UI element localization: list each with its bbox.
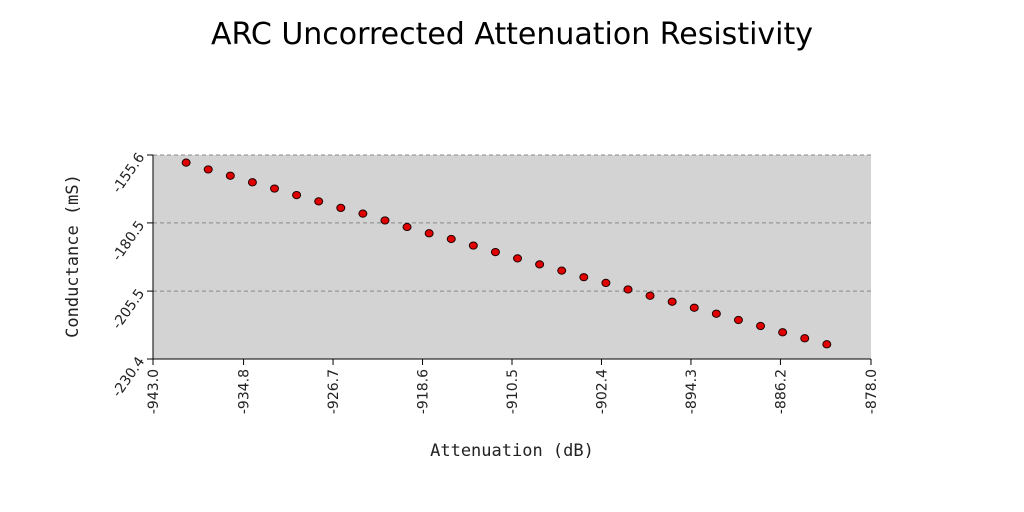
- data-point: [314, 197, 324, 206]
- data-point: [270, 184, 280, 193]
- data-point: [181, 158, 191, 167]
- data-point: [645, 291, 655, 300]
- x-tick-label: -918.6: [416, 369, 432, 414]
- data-point: [513, 254, 523, 263]
- x-tick-label: -886.2: [773, 369, 789, 414]
- data-point: [756, 321, 766, 331]
- data-point: [203, 165, 213, 174]
- x-axis-label: Attenuation (dB): [430, 441, 594, 461]
- data-point: [380, 216, 390, 225]
- data-point: [778, 328, 788, 337]
- data-point: [822, 340, 832, 349]
- data-point: [358, 209, 368, 218]
- data-point: [667, 297, 677, 306]
- axes: [147, 155, 871, 365]
- data-point: [557, 266, 567, 275]
- y-axis-label: Conductance (mS): [63, 174, 83, 338]
- x-axis-ticks: -943.0 -934.8 -926.7 -918.6 -910.5 -902.4 -894…: [146, 359, 880, 414]
- y-tick-label: -230.4: [109, 354, 148, 400]
- data-point: [490, 247, 500, 257]
- data-point: [579, 273, 589, 282]
- x-tick-label: -926.7: [326, 369, 342, 414]
- chart-title: ARC Uncorrected Attenuation Resistivity: [211, 17, 813, 52]
- data-point: [468, 241, 478, 250]
- y-tick-label: -180.5: [109, 218, 148, 264]
- data-point: [800, 334, 810, 343]
- x-tick-label: -943.0: [146, 369, 162, 414]
- x-tick-label: -902.4: [594, 369, 610, 414]
- y-axis-ticks: -230.4 -205.5 -180.5 -155.6: [109, 150, 153, 400]
- data-point: [623, 285, 633, 294]
- x-tick-label: -910.5: [505, 369, 521, 414]
- data-point: [292, 190, 302, 200]
- data-point: [733, 315, 743, 325]
- data-point: [424, 229, 434, 238]
- x-tick-label: -934.8: [237, 369, 253, 414]
- grid-lines: [153, 154, 871, 292]
- data-point: [711, 309, 721, 318]
- data-point: [535, 260, 545, 269]
- data-point: [689, 303, 699, 312]
- data-point: [336, 203, 346, 213]
- data-point: [225, 171, 235, 180]
- y-tick-label: -155.6: [109, 150, 148, 196]
- data-point: [247, 178, 257, 187]
- y-tick-label: -205.5: [109, 286, 148, 332]
- data-point: [601, 278, 611, 288]
- data-points: [181, 158, 832, 349]
- x-tick-label: -878.0: [864, 369, 880, 414]
- data-point: [402, 222, 412, 232]
- x-tick-label: -894.3: [684, 369, 700, 414]
- data-point: [446, 234, 456, 244]
